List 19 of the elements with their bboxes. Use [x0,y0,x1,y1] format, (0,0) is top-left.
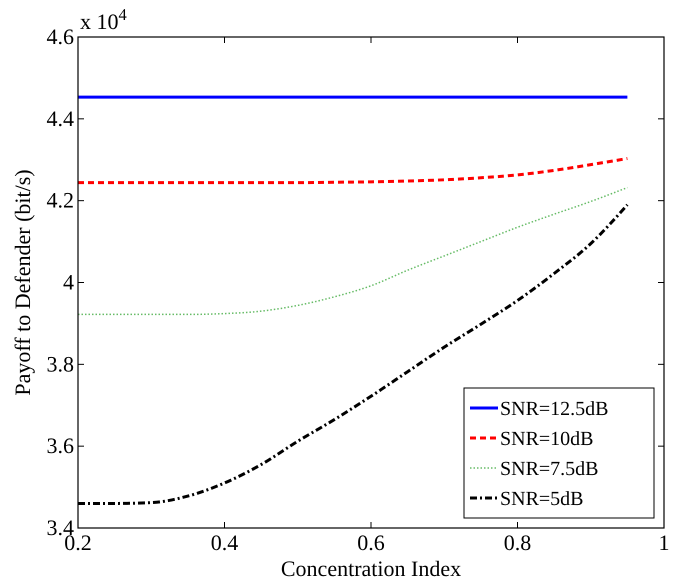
y-axis-title: Payoff to Defender (bit/s) [10,169,35,396]
y-tick-label: 4 [63,270,74,294]
y-tick-label: 3.6 [46,433,74,458]
y-tick-label: 4.4 [46,106,74,131]
y-tick-label: 4.2 [46,188,74,213]
x-tick-label: 0.4 [210,530,238,555]
legend-label: SNR=5dB [500,488,584,510]
y-tick-label: 3.8 [46,351,74,376]
x-tick-label: 1 [658,530,670,555]
line-series [77,186,628,316]
legend-label: SNR=12.5dB [500,398,609,420]
legend-label: SNR=10dB [500,428,594,450]
legend-label: SNR=7.5dB [500,458,599,480]
x-tick-label: 0.6 [357,530,385,555]
line-series [76,157,629,184]
x-axis-title: Concentration Index [280,556,462,581]
x-tick-label: 0.8 [504,530,532,555]
text: x 10$^{4}$ [80,4,127,34]
y-tick-label: 4.6 [46,24,74,49]
